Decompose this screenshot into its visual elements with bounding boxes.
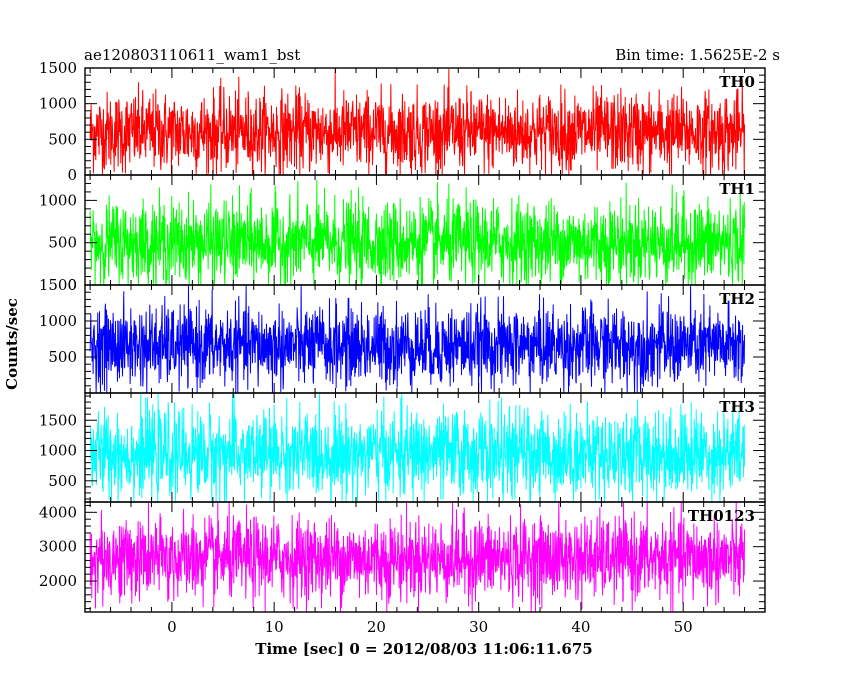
chart-title: ae120803110611_wam1_bst <box>84 46 300 64</box>
y-tick-label-th0123: 4000 <box>39 503 77 521</box>
panel-label-th2: TH2 <box>719 290 755 308</box>
x-tick-label: 0 <box>167 618 177 636</box>
y-axis-title: Counts/sec <box>3 298 21 390</box>
panel-th0123: 2000 3000 4000 TH0123 <box>39 501 766 613</box>
y-tick-label-th1: 500 <box>48 234 77 252</box>
panel-th3: 500 1000 1500 TH3 <box>39 392 766 503</box>
series-th0123-line <box>89 502 746 612</box>
y-tick-label-th0123: 3000 <box>39 538 77 556</box>
y-tick-label-th3: 1000 <box>39 442 77 460</box>
x-tick-label: 10 <box>265 618 284 636</box>
y-tick-label-th0: 0 <box>67 166 77 184</box>
y-tick-label-th2: 1500 <box>39 276 77 294</box>
y-tick-label-th2: 1000 <box>39 312 77 330</box>
panel-th2: 500 1000 1500 TH2 <box>39 276 766 394</box>
x-tick-label: 20 <box>367 618 386 636</box>
panel-label-th0123: TH0123 <box>688 507 755 525</box>
series-th1-line <box>89 179 746 285</box>
y-tick-label-th0123: 2000 <box>39 572 77 590</box>
bin-time-label: Bin time: 1.5625E-2 s <box>615 46 780 64</box>
y-tick-label-th0: 1500 <box>39 59 77 77</box>
series-th0-line <box>89 68 746 175</box>
y-tick-label-th0: 1000 <box>39 95 77 113</box>
panel-label-th3: TH3 <box>719 398 755 416</box>
panels-layer: 050010001500TH005001000TH150010001500TH2… <box>39 59 766 636</box>
y-tick-label-th3: 1500 <box>39 411 77 429</box>
panel-label-th1: TH1 <box>719 180 755 198</box>
x-axis-title: Time [sec] 0 = 2012/08/03 11:06:11.675 <box>255 640 592 658</box>
y-tick-label-th1: 1000 <box>39 191 77 209</box>
y-tick-label-th2: 500 <box>48 348 77 366</box>
x-tick-label: 30 <box>469 618 488 636</box>
panel-label-th0: TH0 <box>719 73 755 91</box>
y-tick-label-th3: 500 <box>48 472 77 490</box>
series-th2-line <box>89 285 746 393</box>
series-th3-line <box>89 393 746 502</box>
panel-th0123-frame <box>84 501 766 613</box>
x-tick-label: 50 <box>674 618 693 636</box>
panel-th0: 0 500 1000 1500 TH0 <box>39 59 766 184</box>
panel-th1: 0 500 1000 TH1 <box>39 174 766 294</box>
y-tick-label-th0: 500 <box>48 130 77 148</box>
y-tick-label-th1: 0 <box>67 276 77 294</box>
x-tick-label: 40 <box>571 618 590 636</box>
